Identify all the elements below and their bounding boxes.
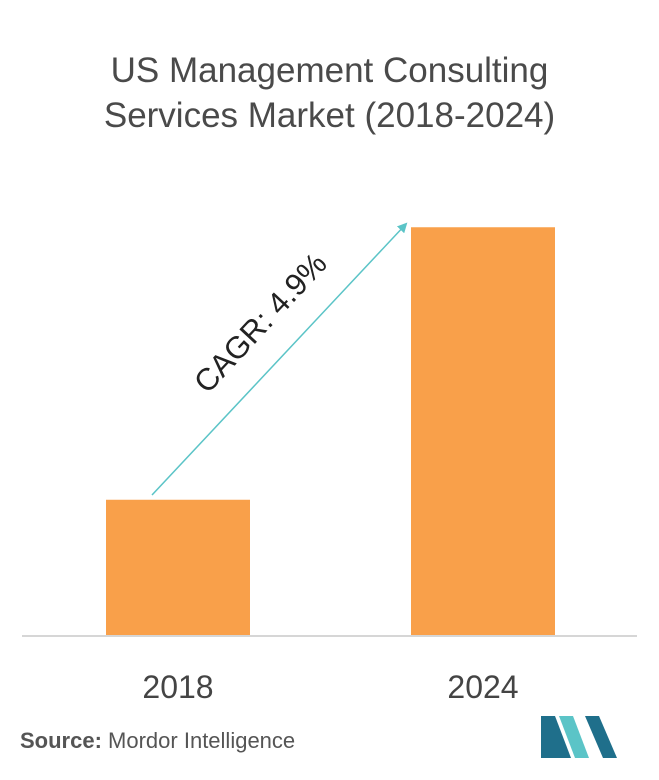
source-label: Source: — [20, 728, 102, 753]
source-note: Source: Mordor Intelligence — [20, 728, 295, 754]
bar-2024 — [411, 227, 555, 636]
mordor-intelligence-logo — [541, 716, 617, 758]
chart-title-line-2: Services Market (2018-2024) — [103, 96, 556, 135]
x-tick-label-2024: 2024 — [447, 669, 518, 705]
logo-right-stroke — [585, 716, 617, 758]
cagr-arrow — [151, 222, 408, 496]
cagr-annotation: CAGR: 4.9% — [187, 246, 334, 400]
bar-2018 — [106, 499, 250, 636]
x-tick-label-2018: 2018 — [142, 669, 213, 705]
logo-left-stroke — [541, 716, 571, 758]
chart-title-line-1: US Management Consulting — [110, 51, 549, 90]
logo-middle-stroke — [559, 716, 589, 758]
chart-title: US Management Consulting Services Market… — [0, 48, 659, 138]
source-text: Mordor Intelligence — [108, 728, 296, 753]
